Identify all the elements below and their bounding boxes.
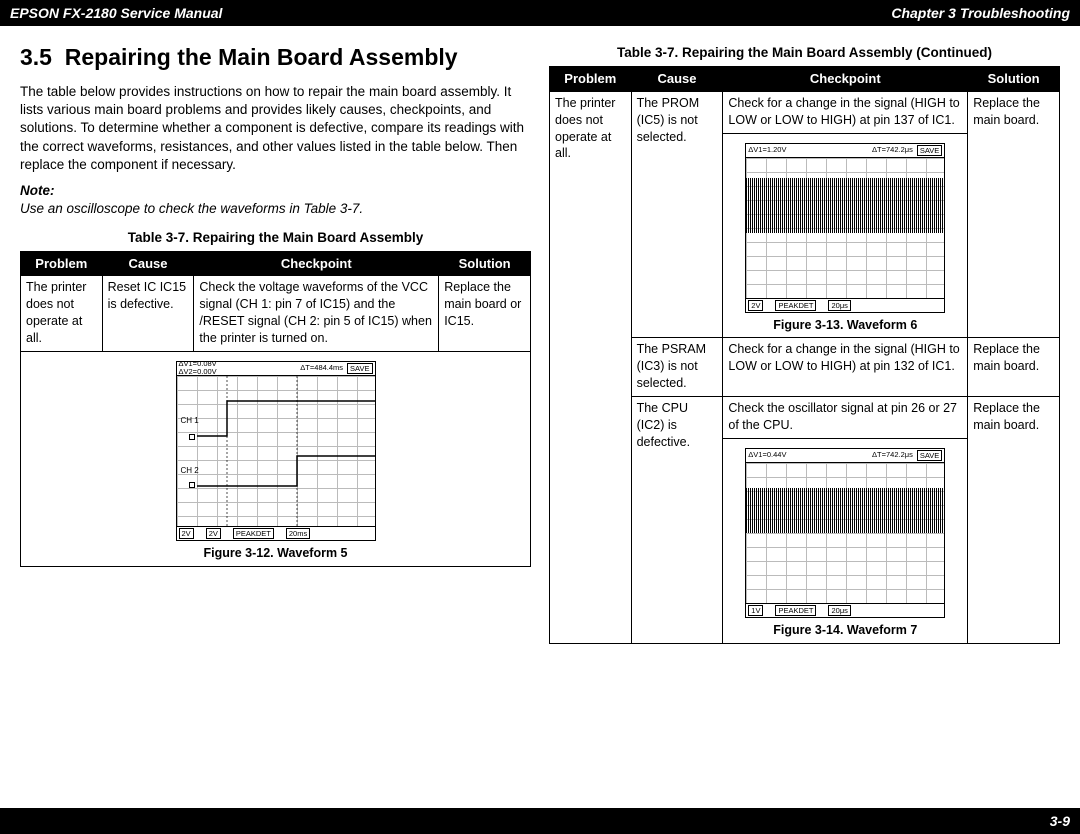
ftr-c: PEAKDET (775, 605, 816, 616)
scope: ΔV1=0.08V ΔV2=0.00V ΔT=484.4ms SAVE (176, 361, 376, 541)
scope-hdr-dt: ΔT=742.2μs (872, 145, 913, 156)
th-solution: Solution (968, 67, 1060, 92)
intro-text: The table below provides instructions on… (20, 83, 531, 174)
scope-hdr-dt: ΔT=484.4ms (300, 363, 343, 373)
ftr-d: 20μs (828, 300, 850, 311)
content: 3.5 Repairing the Main Board Assembly Th… (0, 26, 1080, 808)
cell-problem: The printer does not operate at all. (21, 276, 103, 352)
section-title: 3.5 Repairing the Main Board Assembly (20, 42, 531, 73)
table-caption-left: Table 3-7. Repairing the Main Board Asse… (20, 229, 531, 247)
th-problem: Problem (21, 251, 103, 276)
cell-checkpoint: Check for a change in the signal (HIGH t… (723, 91, 968, 133)
cell-solution: Replace the main board. (968, 338, 1060, 397)
ftr-a: 2V (179, 528, 194, 539)
cell-solution: Replace the main board. (968, 91, 1060, 338)
header-bar: EPSON FX-2180 Service Manual Chapter 3 T… (0, 0, 1080, 26)
ftr-c: PEAKDET (775, 300, 816, 311)
cell-figure: ΔV1=0.44V ΔT=742.2μs SAVE (723, 438, 968, 643)
scope-hdr-save: SAVE (917, 145, 942, 156)
left-column: 3.5 Repairing the Main Board Assembly Th… (20, 38, 531, 802)
note-label: Note: (20, 182, 531, 200)
cell-cause: The PSRAM (IC3) is not selected. (631, 338, 723, 397)
th-solution: Solution (439, 251, 531, 276)
scope: ΔV1=1.20V ΔT=742.2μs SAVE (745, 143, 945, 313)
table-caption-right: Table 3-7. Repairing the Main Board Asse… (549, 44, 1060, 62)
scope-hdr-save: SAVE (917, 450, 942, 461)
waveform-6: ΔV1=1.20V ΔT=742.2μs SAVE (745, 143, 945, 313)
scope-grid: CH 1 CH 2 (177, 376, 375, 526)
section-heading: Repairing the Main Board Assembly (65, 44, 458, 70)
section-number: 3.5 (20, 44, 52, 70)
scope-hdr-save: SAVE (347, 363, 372, 374)
th-checkpoint: Checkpoint (723, 67, 968, 92)
wf-ch1 (197, 401, 375, 436)
figure-13-caption: Figure 3-13. Waveform 6 (728, 317, 962, 334)
scope: ΔV1=0.44V ΔT=742.2μs SAVE (745, 448, 945, 618)
wf-ch2 (197, 456, 375, 486)
ftr-d: 20μs (828, 605, 850, 616)
scope-header: ΔV1=0.08V ΔV2=0.00V ΔT=484.4ms SAVE (177, 362, 375, 376)
table-row-figure: ΔV1=0.08V ΔV2=0.00V ΔT=484.4ms SAVE (21, 351, 531, 566)
waveform-5: ΔV1=0.08V ΔV2=0.00V ΔT=484.4ms SAVE (176, 361, 376, 541)
scope-hdr-v1: ΔV1=1.20V (748, 145, 786, 155)
cell-checkpoint: Check the voltage waveforms of the VCC s… (194, 276, 439, 352)
cell-cause: The CPU (IC2) is defective. (631, 397, 723, 644)
cell-checkpoint: Check the oscillator signal at pin 26 or… (723, 397, 968, 439)
note-text: Use an oscilloscope to check the wavefor… (20, 200, 531, 218)
table-left: Problem Cause Checkpoint Solution The pr… (20, 251, 531, 567)
header-right: Chapter 3 Troubleshooting (891, 4, 1070, 23)
table-row: The printer does not operate at all. The… (550, 91, 1060, 133)
ftr-a: 2V (748, 300, 763, 311)
waveform-7: ΔV1=0.44V ΔT=742.2μs SAVE (745, 448, 945, 618)
th-problem: Problem (550, 67, 632, 92)
ftr-c: PEAKDET (233, 528, 274, 539)
right-column: Table 3-7. Repairing the Main Board Asse… (549, 38, 1060, 802)
scope-grid (746, 463, 944, 603)
header-left: EPSON FX-2180 Service Manual (10, 4, 222, 23)
scope-grid (746, 158, 944, 298)
waveform-svg (177, 376, 375, 526)
cell-solution: Replace the main board. (968, 397, 1060, 644)
page: EPSON FX-2180 Service Manual Chapter 3 T… (0, 0, 1080, 834)
page-number: 3-9 (1050, 812, 1070, 831)
scope-footer: 1V PEAKDET 20μs (746, 603, 944, 617)
cell-problem: The printer does not operate at all. (550, 91, 632, 643)
ftr-d: 20ms (286, 528, 310, 539)
scope-footer: 2V PEAKDET 20μs (746, 298, 944, 312)
cell-cause: The PROM (IC5) is not selected. (631, 91, 723, 338)
scope-hdr-dt: ΔT=742.2μs (872, 450, 913, 461)
wf-noise (746, 488, 944, 533)
cell-figure: ΔV1=1.20V ΔT=742.2μs SAVE (723, 133, 968, 338)
scope-footer: 2V 2V PEAKDET 20ms (177, 526, 375, 540)
th-checkpoint: Checkpoint (194, 251, 439, 276)
figure-12-caption: Figure 3-12. Waveform 5 (26, 545, 525, 562)
scope-header: ΔV1=1.20V ΔT=742.2μs SAVE (746, 144, 944, 158)
ftr-b: 2V (206, 528, 221, 539)
th-cause: Cause (102, 251, 194, 276)
ftr-a: 1V (748, 605, 763, 616)
scope-header: ΔV1=0.44V ΔT=742.2μs SAVE (746, 449, 944, 463)
th-cause: Cause (631, 67, 723, 92)
scope-hdr-v1: ΔV1=0.44V (748, 450, 786, 460)
footer-bar: 3-9 (0, 808, 1080, 834)
cell-figure: ΔV1=0.08V ΔV2=0.00V ΔT=484.4ms SAVE (21, 351, 531, 566)
cell-solution: Replace the main board or IC15. (439, 276, 531, 352)
cell-checkpoint: Check for a change in the signal (HIGH t… (723, 338, 968, 397)
wf-noise (746, 178, 944, 233)
table-row: The printer does not operate at all. Res… (21, 276, 531, 352)
figure-14-caption: Figure 3-14. Waveform 7 (728, 622, 962, 639)
cell-cause: Reset IC IC15 is defective. (102, 276, 194, 352)
table-right: Problem Cause Checkpoint Solution The pr… (549, 66, 1060, 643)
